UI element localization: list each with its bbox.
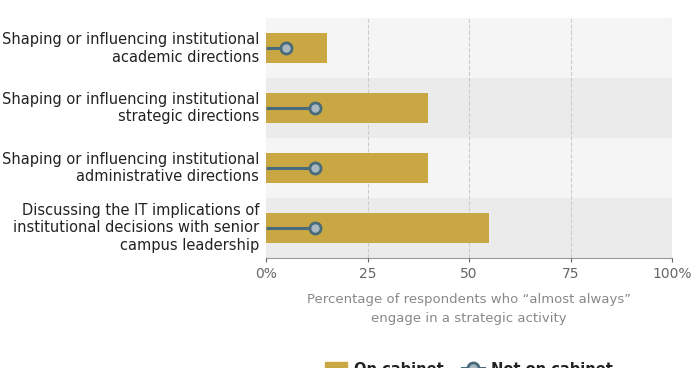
Bar xyxy=(266,93,428,123)
Text: Percentage of respondents who “almost always”: Percentage of respondents who “almost al… xyxy=(307,293,631,307)
Text: engage in a strategic activity: engage in a strategic activity xyxy=(371,312,567,325)
Bar xyxy=(266,33,327,63)
Bar xyxy=(266,18,672,78)
Legend: On cabinet, Not on cabinet: On cabinet, Not on cabinet xyxy=(319,356,619,368)
Bar xyxy=(266,138,672,198)
Bar xyxy=(266,213,489,243)
Bar xyxy=(266,153,428,183)
Bar xyxy=(266,78,672,138)
Bar xyxy=(266,198,672,258)
